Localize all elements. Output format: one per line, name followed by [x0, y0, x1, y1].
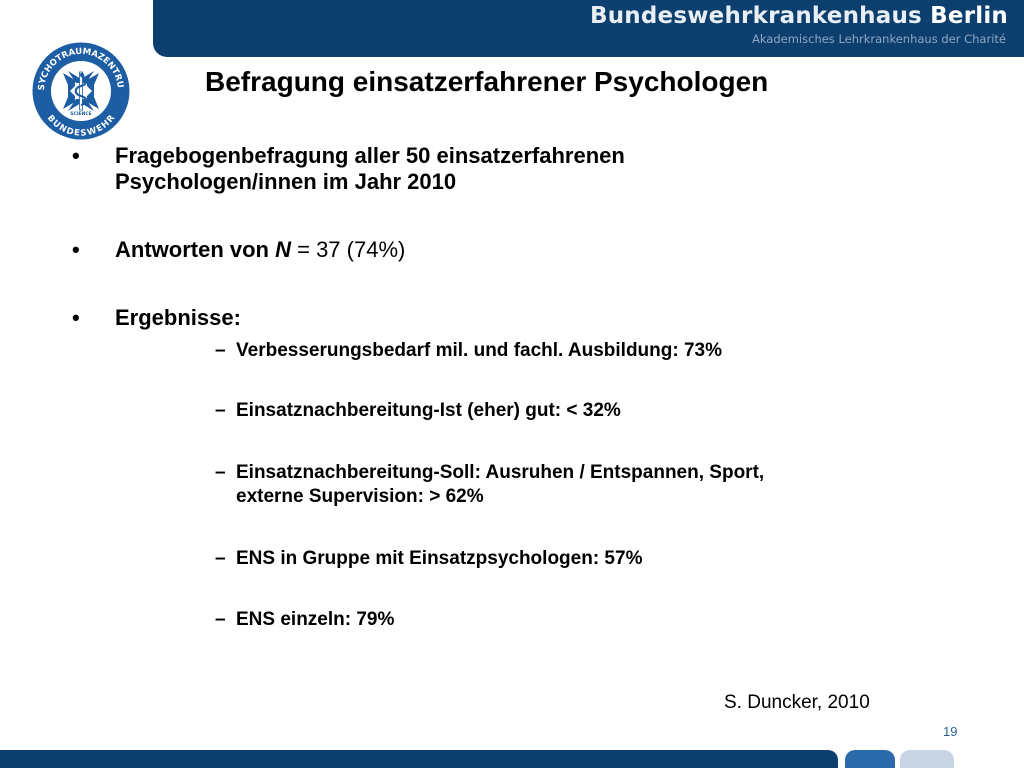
- responses-prefix: Antworten von: [115, 237, 276, 262]
- result-text: Einsatznachbereitung-Soll: Ausruhen / En…: [236, 462, 765, 483]
- header-bar: Bundeswehrkrankenhaus Berlin Akademische…: [153, 0, 1024, 57]
- footer-tab-blue: [845, 750, 895, 768]
- institution-name: Bundeswehrkrankenhaus: [590, 3, 922, 29]
- responses-suffix: = 37 (74%): [291, 237, 406, 262]
- responses-n: N: [275, 237, 291, 262]
- bullet-icon: •: [72, 305, 80, 330]
- psychotrauma-logo-icon: PSYCHOTRAUMAZENTRUM BUNDESWEHR SCIENCE: [30, 40, 131, 141]
- institution-city: Berlin: [930, 3, 1008, 29]
- result-text: ENS einzeln: 79%: [236, 609, 395, 630]
- dash-icon: –: [215, 400, 226, 421]
- results-heading: Ergebnisse:: [115, 305, 241, 330]
- slide-title: Befragung einsatzerfahrener Psychologen: [205, 66, 769, 97]
- source-citation: S. Duncker, 2010: [724, 692, 870, 713]
- result-text: Verbesserungsbedarf mil. und fachl. Ausb…: [236, 340, 723, 361]
- footer-bar: [0, 750, 838, 768]
- logo-center-text: SCIENCE: [70, 111, 91, 117]
- result-text: ENS in Gruppe mit Einsatzpsychologen: 57…: [236, 548, 643, 569]
- header-subtitle: Akademisches Lehrkrankenhaus der Charité: [751, 32, 1006, 46]
- bullet-icon: •: [72, 143, 80, 168]
- bullet-text-line: Psychologen/innen im Jahr 2010: [115, 169, 457, 194]
- result-text: Einsatznachbereitung-Ist (eher) gut: < 3…: [236, 400, 621, 421]
- page-number: 19: [943, 724, 958, 739]
- dash-icon: –: [215, 548, 226, 569]
- header-title: Bundeswehrkrankenhaus Berlin: [590, 3, 1008, 29]
- dash-icon: –: [215, 340, 226, 361]
- bullet-icon: •: [72, 237, 80, 262]
- bullet-text-line: Fragebogenbefragung aller 50 einsatzerfa…: [115, 143, 625, 168]
- result-text: externe Supervision: > 62%: [236, 486, 484, 507]
- dash-icon: –: [215, 462, 226, 483]
- dash-icon: –: [215, 609, 226, 630]
- footer-tab-light: [900, 750, 954, 768]
